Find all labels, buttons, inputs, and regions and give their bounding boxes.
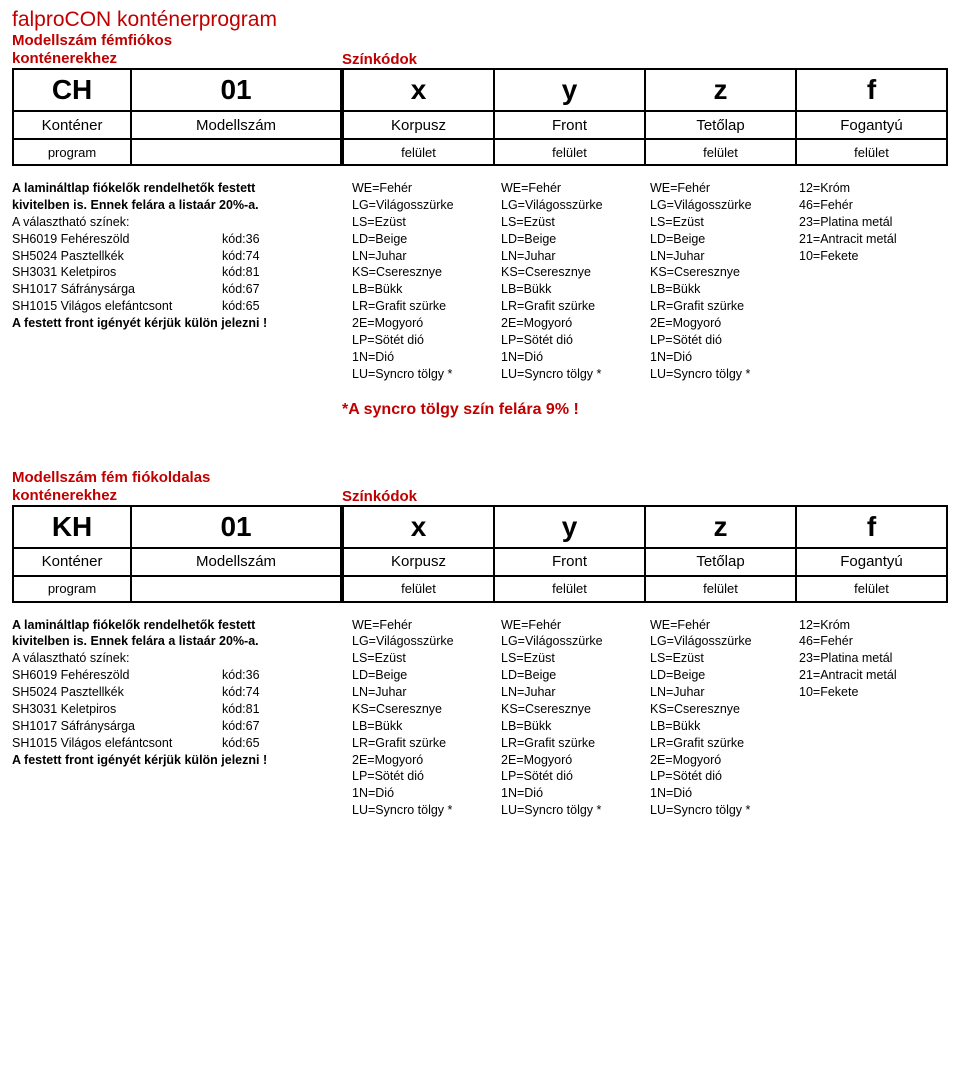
left-description: A lamináltlap fiókelők rendelhetők feste… <box>12 180 352 383</box>
right-code-mid: Tetőlap <box>645 548 796 576</box>
left-code-mid2: Modellszám <box>131 111 341 139</box>
right-code-mid: Front <box>494 548 645 576</box>
color-column: WE=FehérLG=VilágosszürkeLS=EzüstLD=Beige… <box>650 617 799 820</box>
left-code-big2: 01 <box>131 506 341 548</box>
right-code-small: felület <box>343 576 494 602</box>
right-code-small: felület <box>494 576 645 602</box>
left-code-big1: KH <box>13 506 131 548</box>
left-code-mid1: Konténer <box>13 111 131 139</box>
right-code-small: felület <box>494 139 645 165</box>
color-column: WE=FehérLG=VilágosszürkeLS=EzüstLD=Beige… <box>501 617 650 820</box>
left-code-mid1: Konténer <box>13 548 131 576</box>
right-code-mid: Front <box>494 111 645 139</box>
color-codes-label: Színkódok <box>342 51 948 68</box>
right-code-mid: Korpusz <box>343 548 494 576</box>
right-code-mid: Fogantyú <box>796 548 947 576</box>
right-code-mid: Fogantyú <box>796 111 947 139</box>
right-code-big: x <box>343 69 494 111</box>
right-code-big: x <box>343 506 494 548</box>
subtitle: Modellszám fémfiókoskonténerekhez <box>12 32 342 68</box>
left-code-big2: 01 <box>131 69 341 111</box>
left-description: A lamináltlap fiókelők rendelhetők feste… <box>12 617 352 820</box>
right-code-small: felület <box>796 576 947 602</box>
left-code-mid2: Modellszám <box>131 548 341 576</box>
right-code-small: felület <box>645 139 796 165</box>
right-code-big: z <box>645 69 796 111</box>
right-code-small: felület <box>645 576 796 602</box>
right-code-big: y <box>494 69 645 111</box>
left-code-small: program <box>13 576 131 602</box>
color-column: WE=FehérLG=VilágosszürkeLS=EzüstLD=Beige… <box>650 180 799 383</box>
right-code-mid: Korpusz <box>343 111 494 139</box>
right-code-small: felület <box>796 139 947 165</box>
subtitle: Modellszám fém fiókoldalaskonténerekhez <box>12 469 342 505</box>
color-column: WE=FehérLG=VilágosszürkeLS=EzüstLD=Beige… <box>352 180 501 383</box>
right-code-big: f <box>796 69 947 111</box>
right-code-small: felület <box>343 139 494 165</box>
syncro-note: *A syncro tölgy szín felára 9% ! <box>342 401 948 419</box>
color-column: 12=Króm46=Fehér23=Platina metál21=Antrac… <box>799 617 948 820</box>
main-title: falproCON konténerprogram <box>12 8 948 32</box>
left-code-big1: CH <box>13 69 131 111</box>
color-codes-label: Színkódok <box>342 488 948 505</box>
right-code-big: f <box>796 506 947 548</box>
color-column: WE=FehérLG=VilágosszürkeLS=EzüstLD=Beige… <box>501 180 650 383</box>
color-column: 12=Króm46=Fehér23=Platina metál21=Antrac… <box>799 180 948 383</box>
right-code-big: y <box>494 506 645 548</box>
right-code-big: z <box>645 506 796 548</box>
left-code-small: program <box>13 139 131 165</box>
color-column: WE=FehérLG=VilágosszürkeLS=EzüstLD=Beige… <box>352 617 501 820</box>
right-code-mid: Tetőlap <box>645 111 796 139</box>
